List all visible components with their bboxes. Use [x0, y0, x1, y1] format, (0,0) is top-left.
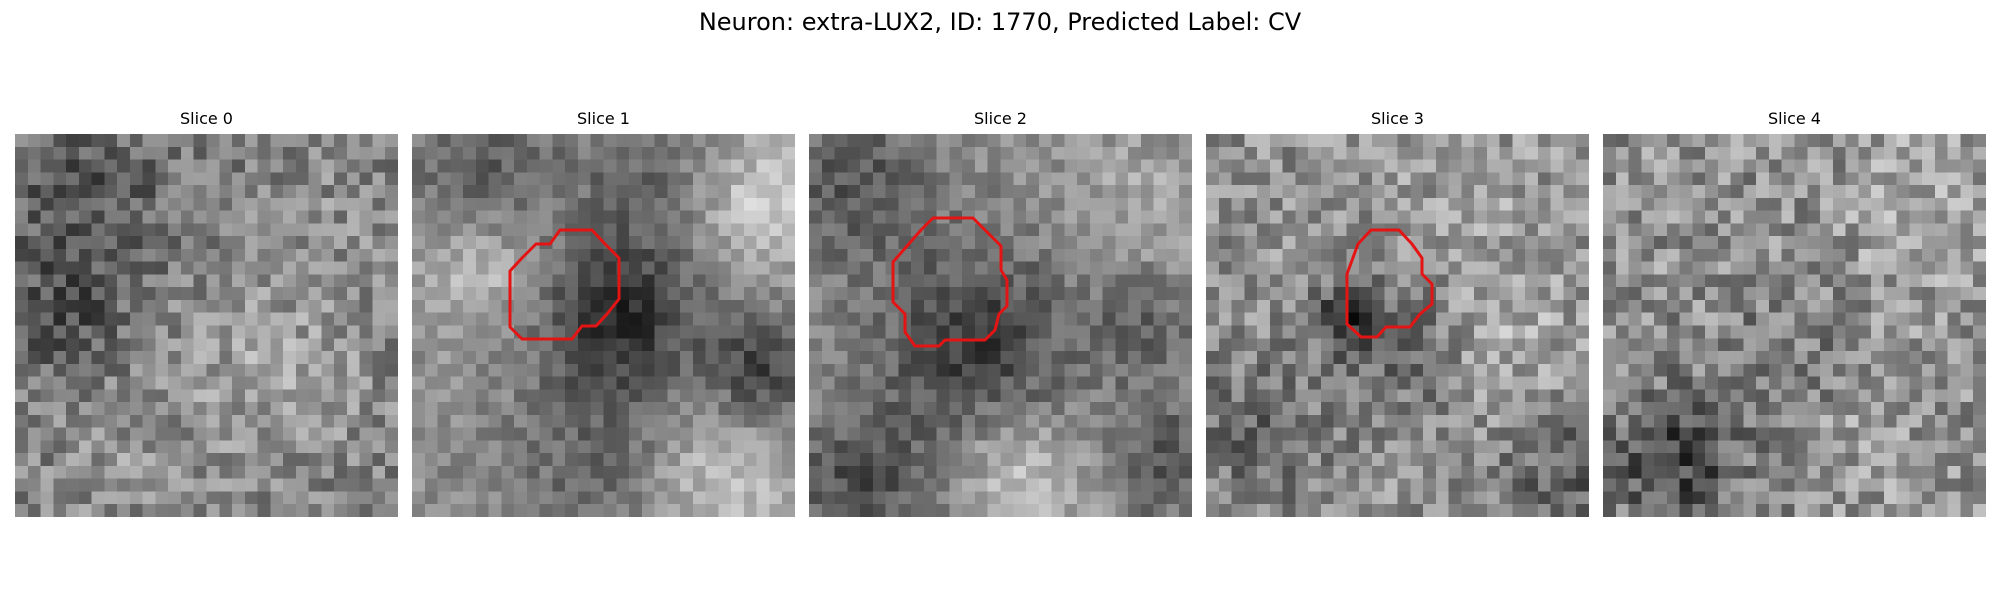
slice-title-1: Slice 1	[577, 109, 630, 128]
slice-image-1	[412, 134, 795, 517]
slice-image-4	[1603, 134, 1986, 517]
roi-outline-3	[1345, 228, 1434, 339]
roi-outline-1	[508, 228, 621, 341]
slice-image-4-pixels	[1603, 134, 1986, 517]
slice-outline-svg-3	[1345, 228, 1434, 339]
figure-title: Neuron: extra-LUX2, ID: 1770, Predicted …	[698, 8, 1302, 36]
slice-image-2-pixels	[809, 134, 1192, 517]
slice-outline-svg-2	[891, 216, 1009, 348]
slice-image-1-pixels	[412, 134, 795, 517]
slice-title-4: Slice 4	[1768, 109, 1821, 128]
slice-title-2: Slice 2	[974, 109, 1027, 128]
slice-image-0	[15, 134, 398, 517]
slice-outline-svg-1	[508, 228, 621, 341]
slice-image-3	[1206, 134, 1589, 517]
slice-image-0-pixels	[15, 134, 398, 517]
slice-title-0: Slice 0	[180, 109, 233, 128]
roi-outline-2	[891, 216, 1009, 348]
slice-title-3: Slice 3	[1371, 109, 1424, 128]
slice-image-2	[809, 134, 1192, 517]
